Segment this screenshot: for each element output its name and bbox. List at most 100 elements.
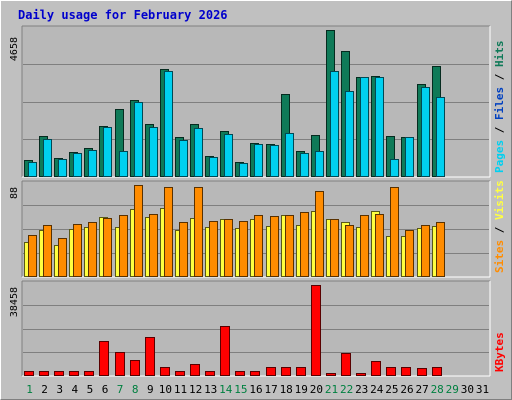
x-tick-label-18: 18: [280, 383, 293, 396]
bar-pages-22: [345, 91, 354, 177]
bar-kbytes-2: [39, 371, 49, 376]
bar-kbytes-16: [250, 371, 260, 376]
x-tick-label-19: 19: [295, 383, 308, 396]
legend-separator: /: [493, 220, 506, 240]
bar-sites-18: [285, 215, 294, 277]
bar-sites-21: [330, 219, 339, 277]
x-tick-label-15: 15: [234, 383, 247, 396]
bar-sites-25: [390, 187, 399, 277]
legend-item-visits: Visits: [493, 180, 506, 220]
x-tick-label-1: 1: [26, 383, 33, 396]
x-tick-label-27: 27: [415, 383, 428, 396]
bar-pages-5: [88, 150, 97, 177]
x-tick-label-10: 10: [159, 383, 172, 396]
legend-item-pages: Pages: [493, 140, 506, 173]
x-tick-label-7: 7: [117, 383, 124, 396]
bar-sites-23: [360, 215, 369, 277]
bar-sites-7: [119, 215, 128, 277]
bar-kbytes-6: [99, 341, 109, 376]
bar-pages-16: [254, 144, 263, 177]
bar-pages-27: [421, 87, 430, 177]
bar-pages-18: [285, 133, 294, 177]
bar-pages-4: [73, 153, 82, 177]
x-tick-label-22: 22: [340, 383, 353, 396]
bar-kbytes-7: [115, 352, 125, 376]
legend-item-sites: Sites: [493, 240, 506, 273]
bar-kbytes-13: [205, 371, 215, 376]
bar-pages-10: [164, 71, 173, 177]
bar-pages-25: [390, 159, 399, 177]
panel-kbytes: 38458 KBytes: [9, 280, 506, 377]
panel-visits-sites: 88 Sites / Visits: [9, 180, 506, 278]
x-tick-label-28: 28: [431, 383, 444, 396]
bar-pages-11: [179, 140, 188, 177]
x-tick-label-8: 8: [132, 383, 139, 396]
bar-pages-9: [149, 127, 158, 177]
bar-sites-16: [254, 215, 263, 277]
bar-pages-8: [134, 102, 143, 177]
x-tick-label-2: 2: [41, 383, 48, 396]
bar-kbytes-22: [341, 353, 351, 376]
bar-sites-5: [88, 222, 97, 277]
bar-kbytes-24: [371, 361, 381, 376]
x-tick-label-30: 30: [461, 383, 474, 396]
bar-kbytes-1: [24, 371, 34, 376]
panel-hits-pages: 4658 Pages / Files / Hits: [9, 25, 506, 178]
bar-pages-13: [209, 157, 218, 177]
bar-sites-20: [315, 191, 324, 277]
x-tick-label-21: 21: [325, 383, 338, 396]
bar-pages-19: [300, 153, 309, 177]
plot-area: [22, 281, 490, 376]
x-tick-label-13: 13: [204, 383, 217, 396]
bar-sites-3: [58, 238, 67, 277]
x-tick-label-4: 4: [71, 383, 78, 396]
bar-kbytes-15: [235, 371, 245, 376]
bar-kbytes-28: [432, 367, 442, 376]
bar-kbytes-5: [84, 371, 94, 376]
y-axis-max-label: 38458: [9, 287, 20, 317]
x-tick-label-17: 17: [264, 383, 277, 396]
x-tick-label-5: 5: [87, 383, 94, 396]
legend-item-files: Files: [493, 87, 506, 120]
bar-pages-26: [405, 137, 414, 177]
bar-pages-7: [119, 151, 128, 177]
bar-kbytes-21: [326, 373, 336, 376]
bar-sites-19: [300, 212, 309, 277]
legend-separator: /: [493, 67, 506, 87]
bar-kbytes-26: [401, 367, 411, 376]
y-axis-max-label: 4658: [9, 37, 20, 61]
legend-kbytes: KBytes: [493, 332, 506, 372]
bar-kbytes-8: [130, 360, 140, 376]
bar-sites-22: [345, 225, 354, 277]
bar-sites-26: [405, 230, 414, 277]
bar-pages-24: [375, 77, 384, 177]
bar-sites-1: [28, 235, 37, 277]
x-tick-label-26: 26: [400, 383, 413, 396]
bar-kbytes-19: [296, 367, 306, 376]
bar-kbytes-27: [417, 368, 427, 376]
bar-pages-20: [315, 151, 324, 177]
legend-hits-pages: Pages / Files / Hits: [493, 41, 506, 174]
bar-sites-10: [164, 187, 173, 277]
chart-panels: 4658 Pages / Files / Hits 88 Sites / Visits…: [9, 25, 506, 377]
bar-kbytes-3: [54, 371, 64, 376]
x-tick-label-6: 6: [102, 383, 109, 396]
bar-sites-28: [436, 222, 445, 277]
bar-pages-6: [103, 127, 112, 177]
bar-pages-21: [330, 71, 339, 177]
bar-pages-28: [436, 97, 445, 177]
legend-visits-sites: Sites / Visits: [493, 180, 506, 273]
x-tick-label-11: 11: [174, 383, 187, 396]
bar-sites-6: [103, 218, 112, 277]
x-tick-label-3: 3: [56, 383, 63, 396]
legend-item-hits: Hits: [493, 41, 506, 68]
x-tick-label-12: 12: [189, 383, 202, 396]
bar-pages-15: [239, 163, 248, 177]
bar-sites-24: [375, 214, 384, 277]
bar-kbytes-25: [386, 367, 396, 376]
chart-title: Daily usage for February 2026: [18, 8, 228, 22]
bar-kbytes-9: [145, 337, 155, 376]
legend-separator: /: [493, 120, 506, 140]
y-axis-max-label: 88: [9, 187, 20, 199]
